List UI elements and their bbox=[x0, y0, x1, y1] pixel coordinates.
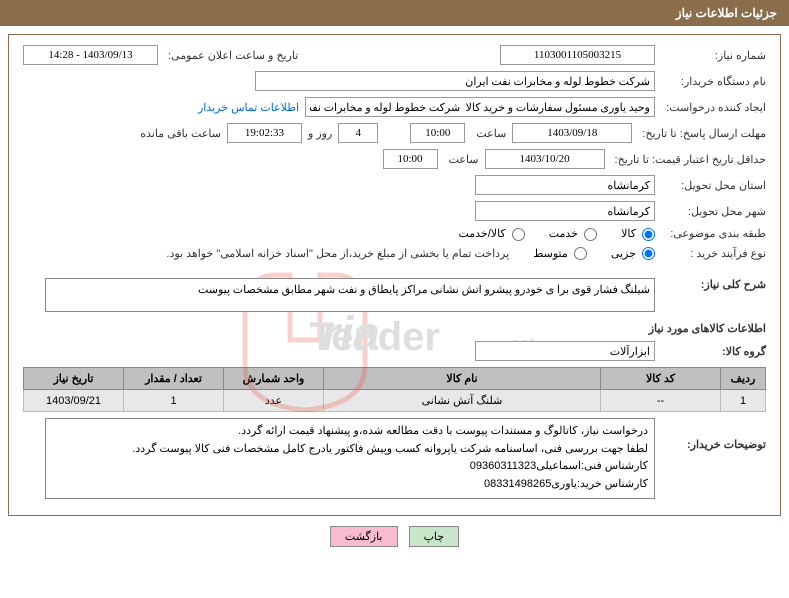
row-buyer-notes: توضیحات خریدار: درخواست نیاز، کاتالوگ و … bbox=[23, 418, 766, 498]
category-label: طبقه بندی موضوعی: bbox=[661, 227, 766, 240]
row-requester: ایجاد کننده درخواست: اطلاعات تماس خریدار bbox=[23, 97, 766, 117]
validity-date-input[interactable] bbox=[485, 149, 605, 169]
need-number-input[interactable] bbox=[500, 45, 655, 65]
row-goods-group: گروه کالا: bbox=[23, 341, 766, 361]
buyer-notes-line3: کارشناس فنی:اسماعیلی09360311323 bbox=[52, 458, 648, 476]
radio-goods-label: کالا bbox=[621, 228, 636, 240]
radio-medium-wrap[interactable]: متوسط bbox=[533, 247, 587, 261]
radio-small-wrap[interactable]: جزیی bbox=[611, 247, 655, 261]
need-desc-label: شرح کلی نیاز: bbox=[661, 278, 766, 291]
radio-goods[interactable] bbox=[642, 228, 655, 241]
radio-small[interactable] bbox=[642, 247, 655, 260]
process-label: نوع فرآیند خرید : bbox=[661, 247, 766, 260]
th-code: کد کالا bbox=[601, 368, 721, 390]
remaining-label: ساعت باقی مانده bbox=[140, 127, 221, 140]
row-province: استان محل تحویل: bbox=[23, 175, 766, 195]
goods-group-label: گروه کالا: bbox=[661, 345, 766, 358]
announce-datetime-label: تاریخ و ساعت اعلان عمومی: bbox=[164, 49, 298, 62]
radio-medium-label: متوسط bbox=[533, 248, 568, 260]
buyer-org-label: نام دستگاه خریدار: bbox=[661, 75, 766, 88]
radio-small-label: جزیی bbox=[611, 248, 636, 260]
table-row: 1 -- شلنگ آتش نشانی عدد 1 1403/09/21 bbox=[24, 390, 766, 412]
th-date: تاریخ نیاز bbox=[24, 368, 124, 390]
radio-goods-wrap[interactable]: کالا bbox=[621, 227, 655, 241]
radio-goods-service-wrap[interactable]: کالا/خدمت bbox=[458, 227, 524, 241]
row-category: طبقه بندی موضوعی: کالا خدمت کالا/خدمت bbox=[23, 227, 766, 241]
th-row: ردیف bbox=[721, 368, 766, 390]
radio-service[interactable] bbox=[584, 228, 597, 241]
back-button[interactable]: بازگشت bbox=[330, 526, 398, 547]
days-label: روز و bbox=[308, 127, 332, 140]
table-header-row: ردیف کد کالا نام کالا واحد شمارش تعداد /… bbox=[24, 368, 766, 390]
hour-label-2: ساعت bbox=[444, 153, 479, 166]
need-desc-textarea[interactable] bbox=[45, 278, 655, 312]
radio-goods-service-label: کالا/خدمت bbox=[458, 228, 505, 240]
buyer-notes-line1: درخواست نیاز، کاتالوگ و مستندات پیوست با… bbox=[52, 423, 648, 441]
main-panel: ria Tender .net شماره نیاز: تاریخ و ساعت… bbox=[8, 34, 781, 516]
requester-input[interactable] bbox=[305, 97, 655, 117]
td-unit: عدد bbox=[224, 390, 324, 412]
buyer-notes-box[interactable]: درخواست نیاز، کاتالوگ و مستندات پیوست با… bbox=[45, 418, 655, 498]
th-unit: واحد شمارش bbox=[224, 368, 324, 390]
button-row: چاپ بازگشت bbox=[0, 526, 789, 547]
row-city: شهر محل تحویل: bbox=[23, 201, 766, 221]
print-button[interactable]: چاپ bbox=[409, 526, 460, 547]
th-qty: تعداد / مقدار bbox=[124, 368, 224, 390]
row-need-number: شماره نیاز: تاریخ و ساعت اعلان عمومی: bbox=[23, 45, 766, 65]
radio-service-wrap[interactable]: خدمت bbox=[549, 227, 597, 241]
row-validity: حداقل تاریخ اعتبار قیمت: تا تاریخ: ساعت bbox=[23, 149, 766, 169]
countdown-input bbox=[227, 123, 302, 143]
reply-date-input[interactable] bbox=[512, 123, 632, 143]
buyer-notes-line2: لطفا جهت بررسی فنی، اساسنامه شرکت یاپروا… bbox=[52, 441, 648, 459]
validity-hour-input[interactable] bbox=[383, 149, 438, 169]
reply-hour-input[interactable] bbox=[410, 123, 465, 143]
td-qty: 1 bbox=[124, 390, 224, 412]
goods-section-title: اطلاعات کالاهای مورد نیاز bbox=[23, 322, 766, 335]
td-date: 1403/09/21 bbox=[24, 390, 124, 412]
row-process: نوع فرآیند خرید : جزیی متوسط پرداخت تمام… bbox=[23, 247, 766, 261]
goods-table: ردیف کد کالا نام کالا واحد شمارش تعداد /… bbox=[23, 367, 766, 412]
reply-deadline-label: مهلت ارسال پاسخ: تا تاریخ: bbox=[638, 127, 766, 140]
province-input[interactable] bbox=[475, 175, 655, 195]
buyer-notes-label: توضیحات خریدار: bbox=[661, 418, 766, 451]
td-code: -- bbox=[601, 390, 721, 412]
radio-goods-service[interactable] bbox=[512, 228, 525, 241]
city-label: شهر محل تحویل: bbox=[661, 205, 766, 218]
page-title: جزئیات اطلاعات نیاز bbox=[676, 6, 777, 20]
buyer-org-input[interactable] bbox=[255, 71, 655, 91]
need-number-label: شماره نیاز: bbox=[661, 49, 766, 62]
buyer-contact-link[interactable]: اطلاعات تماس خریدار bbox=[198, 101, 299, 114]
row-reply-deadline: مهلت ارسال پاسخ: تا تاریخ: ساعت روز و سا… bbox=[23, 123, 766, 143]
province-label: استان محل تحویل: bbox=[661, 179, 766, 192]
radio-service-label: خدمت bbox=[549, 228, 578, 240]
announce-datetime-input[interactable] bbox=[23, 45, 158, 65]
td-name: شلنگ آتش نشانی bbox=[324, 390, 601, 412]
days-input[interactable] bbox=[338, 123, 378, 143]
page-header: جزئیات اطلاعات نیاز bbox=[0, 0, 789, 26]
row-buyer-org: نام دستگاه خریدار: bbox=[23, 71, 766, 91]
row-need-desc: شرح کلی نیاز: bbox=[23, 278, 766, 312]
buyer-notes-line4: کارشناس خرید:یاوری08331498265 bbox=[52, 476, 648, 494]
th-name: نام کالا bbox=[324, 368, 601, 390]
process-note: پرداخت تمام یا بخشی از مبلغ خرید،از محل … bbox=[166, 247, 509, 260]
requester-label: ایجاد کننده درخواست: bbox=[661, 101, 766, 114]
hour-label-1: ساعت bbox=[471, 127, 506, 140]
city-input[interactable] bbox=[475, 201, 655, 221]
radio-medium[interactable] bbox=[574, 247, 587, 260]
td-idx: 1 bbox=[721, 390, 766, 412]
validity-label: حداقل تاریخ اعتبار قیمت: تا تاریخ: bbox=[611, 153, 766, 166]
goods-group-input[interactable] bbox=[475, 341, 655, 361]
